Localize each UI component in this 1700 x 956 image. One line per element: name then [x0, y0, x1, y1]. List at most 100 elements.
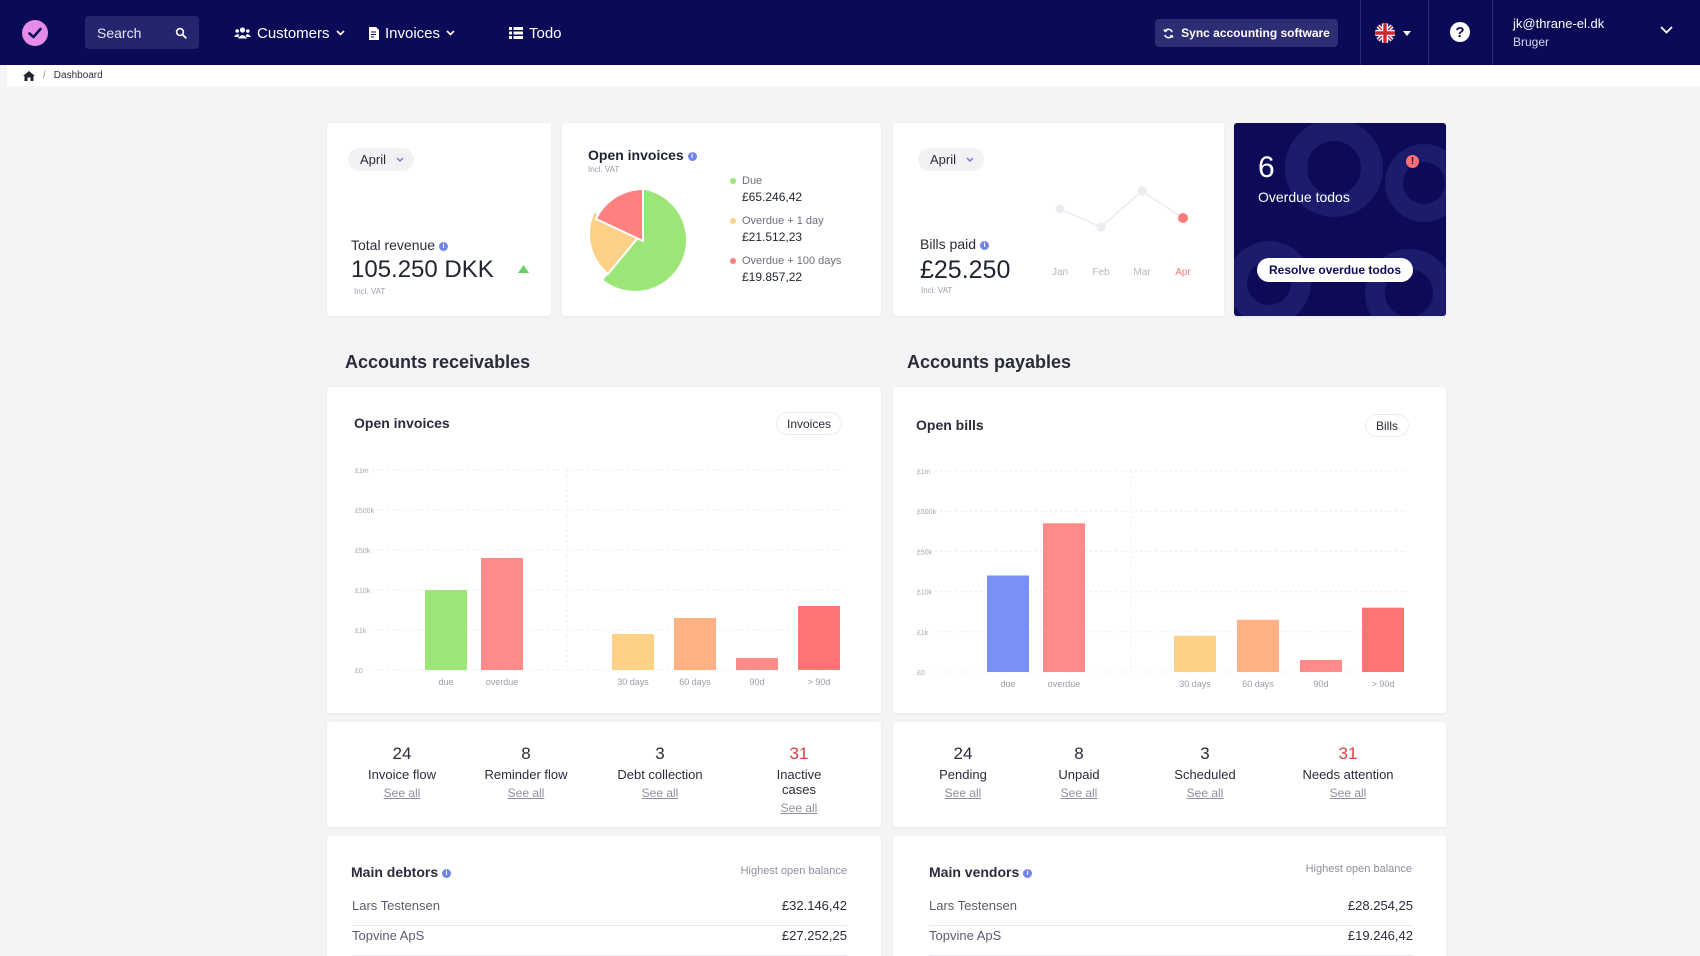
see-all-link[interactable]: See all	[1186, 786, 1224, 800]
bar-30-days[interactable]	[612, 634, 654, 670]
trend-point	[1137, 186, 1147, 196]
x-category-label: 30 days	[617, 677, 649, 687]
revenue-label: Total revenue	[351, 237, 436, 253]
bills-note: Incl. VAT	[921, 286, 953, 295]
trend-up-icon	[518, 265, 529, 273]
trend-point	[1178, 213, 1188, 223]
month-label: Apr	[1175, 267, 1191, 278]
alert-icon: !	[1406, 155, 1419, 168]
search-icon[interactable]	[175, 27, 187, 39]
list-row[interactable]: Lars Testensen £28.254,25	[929, 898, 1413, 926]
bar--90d[interactable]	[1362, 607, 1404, 672]
y-tick-label: £1k	[355, 628, 367, 635]
revenue-period-select[interactable]: April	[348, 148, 415, 171]
receivables-chart-card: Open invoices Invoices £0 £1k £10k £50k £500…	[327, 387, 881, 713]
info-icon[interactable]: i	[687, 151, 697, 161]
x-category-label: > 90d	[1372, 679, 1395, 689]
bar-due[interactable]	[425, 590, 467, 670]
nav-customers-label: Customers	[257, 24, 330, 42]
sync-icon	[1163, 28, 1174, 38]
bar-overdue[interactable]	[1043, 523, 1085, 672]
bar-overdue[interactable]	[481, 558, 523, 670]
month-label: Feb	[1092, 267, 1110, 278]
invoices-button[interactable]: Invoices	[776, 412, 843, 435]
nav-invoices[interactable]: Invoices	[369, 22, 455, 44]
list-row[interactable]: Lars Testensen £32.146,42	[352, 898, 847, 926]
home-icon[interactable]	[23, 70, 35, 81]
stat-value: 24	[392, 744, 412, 763]
bar-30-days[interactable]	[1174, 635, 1216, 672]
users-icon	[234, 27, 251, 39]
debtors-subtitle: Highest open balance	[740, 865, 847, 877]
language-selector[interactable]	[1375, 23, 1411, 43]
search-box[interactable]: Search	[85, 16, 199, 49]
y-tick-label: £10k	[917, 590, 933, 597]
x-category-label: 60 days	[1242, 679, 1274, 689]
see-all-link[interactable]: See all	[1060, 786, 1098, 800]
open-invoices-title: Open invoices	[588, 147, 684, 163]
stat-value: 8	[521, 744, 531, 763]
y-tick-label: £1m	[355, 468, 369, 475]
debtors-title: Main debtors	[351, 864, 439, 880]
sync-accounting-button[interactable]: Sync accounting software	[1155, 19, 1338, 47]
bar-due[interactable]	[987, 575, 1029, 672]
stat-item: 8 Unpaid See all	[1058, 744, 1099, 800]
bills-button[interactable]: Bills	[1365, 414, 1410, 437]
revenue-period-value: April	[360, 152, 387, 167]
bills-period-select[interactable]: April	[918, 148, 985, 171]
see-all-link[interactable]: See all	[641, 786, 679, 800]
see-all-link[interactable]: See all	[507, 786, 545, 800]
stat-value: 8	[1074, 744, 1084, 763]
bar--90d[interactable]	[798, 606, 840, 670]
nav-customers[interactable]: Customers	[234, 22, 345, 44]
payables-chart-title: Open bills	[916, 417, 984, 433]
see-all-link[interactable]: See all	[383, 786, 421, 800]
info-icon[interactable]: i	[438, 241, 448, 251]
open-invoices-note: Incl. VAT	[588, 165, 620, 174]
revenue-label-row: Total revenue i	[351, 237, 448, 253]
y-tick-label: £0	[355, 668, 363, 675]
x-category-label: 90d	[1313, 679, 1328, 689]
receivables-stats-card: 24 Invoice flow See all 8 Reminder flow See a…	[327, 722, 881, 827]
user-role: Bruger	[1513, 35, 1550, 49]
help-button[interactable]: ?	[1450, 22, 1470, 42]
legend-amount: £65.246,42	[742, 190, 803, 204]
receivables-chart-title: Open invoices	[354, 415, 450, 431]
payables-bar-chart: £0 £1k £10k £50k £500k £1m due overdue 30 days 60…	[917, 469, 1406, 689]
info-icon[interactable]: i	[442, 868, 452, 878]
see-all-link[interactable]: See all	[1329, 786, 1367, 800]
chevron-down-icon	[396, 157, 404, 162]
info-icon[interactable]: i	[1023, 868, 1033, 878]
see-all-link[interactable]: See all	[780, 801, 818, 815]
y-tick-label: £500k	[355, 508, 375, 515]
app-logo[interactable]	[22, 20, 48, 46]
legend-item: Overdue + 1 day £21.512,23	[730, 215, 880, 244]
user-menu-chevron-icon[interactable]	[1660, 26, 1673, 34]
bills-card: April Bills paid i £25.250 Incl. VAT Jan…	[893, 123, 1224, 316]
stat-item: 3 Scheduled See all	[1174, 744, 1235, 800]
open-invoices-pie	[588, 186, 688, 293]
list-row[interactable]: Topvine ApS £19.246,42	[929, 928, 1413, 956]
breadcrumb: / Dashboard	[7, 65, 1700, 86]
open-invoices-title-row: Open invoices i	[588, 147, 697, 163]
info-icon[interactable]: i	[979, 240, 989, 250]
bar-90d[interactable]	[736, 658, 778, 670]
see-all-link[interactable]: See all	[944, 786, 982, 800]
search-input[interactable]: Search	[97, 24, 142, 41]
legend-dot	[730, 218, 736, 224]
x-category-label: 90d	[749, 677, 764, 687]
list-row[interactable]: Topvine ApS £27.252,25	[352, 928, 847, 956]
x-category-label: 60 days	[679, 677, 711, 687]
legend-item: Overdue + 100 days £19.857,22	[730, 255, 880, 284]
bar-60-days[interactable]	[1237, 619, 1279, 672]
nav-todo[interactable]: Todo	[509, 22, 562, 44]
payables-chart-card: Open bills Bills £0 £1k £10k £50k £500k £1m du…	[893, 387, 1446, 713]
pie-slice	[594, 187, 644, 243]
stat-label: Inactive cases	[776, 767, 822, 797]
user-menu[interactable]: jk@thrane-el.dk Bruger	[1513, 14, 1604, 52]
bar-90d[interactable]	[1300, 659, 1342, 672]
invoice-file-icon	[369, 26, 379, 40]
bar-60-days[interactable]	[674, 618, 716, 670]
user-email: jk@thrane-el.dk	[1513, 16, 1605, 31]
resolve-overdue-button[interactable]: Resolve overdue todos	[1257, 258, 1414, 282]
